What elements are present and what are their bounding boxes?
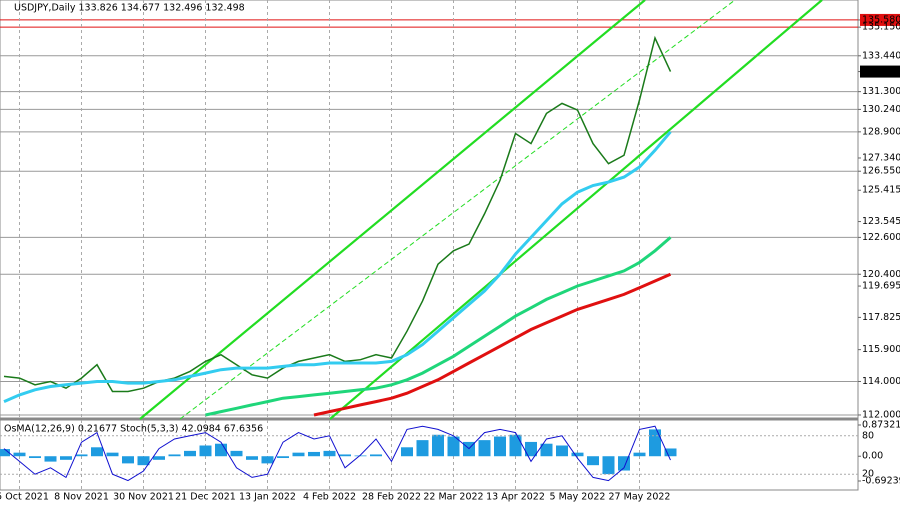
osma-bar (339, 454, 351, 457)
osma-bar (137, 456, 150, 466)
osma-bar (587, 456, 599, 466)
x-tick-label: 21 Dec 2021 (175, 492, 236, 503)
osma-bar (649, 429, 661, 457)
osma-bar (261, 456, 274, 464)
y-tick-label: 126.550 (862, 166, 900, 177)
y-tick-label: 132.498 (862, 66, 900, 77)
y-tick-label: 112.000 (862, 409, 900, 420)
osma-bar (664, 448, 677, 457)
osma-bar (416, 440, 429, 457)
price-line (205, 236, 672, 417)
osma-tick-label: -0.69239 (862, 476, 900, 487)
y-tick-label: 128.900 (862, 126, 900, 137)
osma-bar (0, 449, 10, 457)
osma-bar (199, 445, 212, 457)
stoch-line (3, 425, 671, 482)
stoch-tick-label: 20 (862, 469, 874, 480)
osma-bar (509, 434, 522, 457)
osma-bar (370, 454, 382, 457)
osma-bar (29, 456, 41, 459)
x-tick-label: 22 Mar 2022 (423, 492, 483, 503)
osma-bar (323, 450, 336, 457)
channel-upper (139, 0, 646, 420)
chart-title: USDJPY,Daily 133.826 134.677 132.496 132… (14, 3, 245, 14)
osma-tick-label: 0.87321 (862, 420, 900, 431)
osma-bar (106, 452, 119, 457)
x-tick-label: 13 Jan 2022 (239, 492, 296, 503)
osma-bar (525, 441, 537, 457)
price-label-box (860, 65, 900, 78)
channel (139, 0, 823, 420)
osma-bar (571, 452, 584, 457)
grid (0, 0, 858, 490)
y-tick-label: 123.545 (862, 216, 900, 227)
y-tick-label: 115.900 (862, 344, 900, 355)
osma-bar (478, 440, 491, 457)
osma-bar (168, 454, 181, 457)
y-tick-label: 135.150 (862, 22, 900, 33)
channel-lower (329, 0, 823, 420)
osma-tick-label: 0.00 (862, 451, 883, 462)
x-tick-label: 5 May 2022 (550, 492, 606, 503)
y-tick-label: 114.000 (862, 376, 900, 387)
y-tick-label: 130.240 (862, 104, 900, 115)
y-tick-label: 131.300 (862, 86, 900, 97)
osma-bar (75, 454, 88, 457)
x-tick-label: 15 Oct 2021 (0, 492, 49, 503)
osma-bar (556, 445, 568, 457)
indicator-title: OsMA(12,26,9) 0.21677 Stoch(5,3,3) 42.09… (4, 424, 263, 435)
y-tick-label: 127.340 (862, 152, 900, 163)
price-line (313, 272, 672, 417)
x-tick-label: 30 Nov 2021 (113, 492, 174, 503)
x-tick-label: 27 May 2022 (609, 492, 671, 503)
channel-middle (179, 0, 736, 420)
osma-bar (494, 436, 506, 457)
y-tick-label: 117.825 (862, 312, 900, 323)
osma-bar (230, 450, 243, 457)
price-line (3, 35, 672, 393)
osma-bar (432, 434, 444, 457)
osma-bar (277, 456, 289, 459)
x-tick-label: 13 Apr 2022 (486, 492, 545, 503)
osma-bar (13, 452, 26, 457)
y-tick-label: 133.440 (862, 50, 900, 61)
osma-bar (184, 450, 196, 457)
osma-bar (44, 456, 57, 462)
y-tick-label: 135.580 (862, 14, 900, 25)
osma-bar (354, 455, 367, 457)
y-tick-label: 119.695 (862, 281, 900, 292)
y-tick-label: 125.415 (862, 185, 900, 196)
stoch-tick-label: 80 (862, 430, 874, 441)
x-tick-label: 8 Nov 2021 (54, 492, 109, 503)
osma-bar (246, 456, 258, 460)
osma-bar (401, 447, 413, 457)
osma-bar (122, 456, 134, 464)
x-tick-label: 4 Feb 2022 (303, 492, 356, 503)
y-tick-label: 122.600 (862, 232, 900, 243)
x-tick-label: 28 Feb 2022 (362, 492, 421, 503)
osma-bar (60, 456, 72, 460)
osma-bar (292, 452, 305, 457)
price-label-box (860, 13, 900, 26)
osma-bar (633, 452, 646, 457)
osma-bar (447, 436, 460, 457)
frame (0, 0, 859, 491)
osma-bar (308, 451, 320, 457)
osma-bar (540, 443, 553, 457)
plot (3, 35, 672, 417)
osma-bar (91, 447, 103, 457)
osma-bar (602, 456, 615, 475)
osma-bar (153, 456, 165, 460)
price-line (3, 130, 672, 403)
y-tick-label: 120.400 (862, 269, 900, 280)
